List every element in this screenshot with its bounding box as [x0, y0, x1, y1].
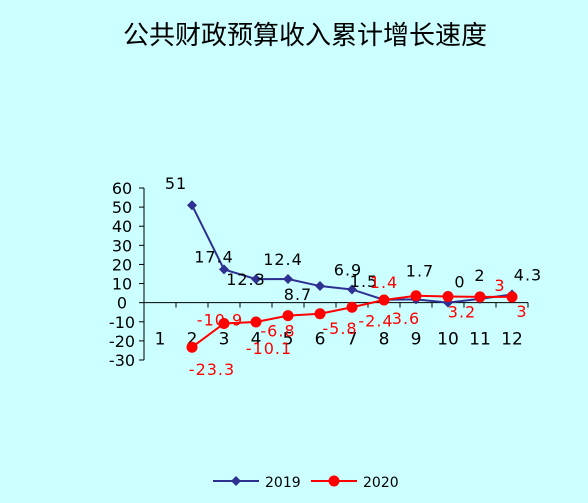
data-point-2020: [346, 301, 358, 313]
y-tick-label: -30: [109, 351, 135, 370]
data-point-2019: [251, 274, 261, 285]
data-label-2020: -23.3: [189, 360, 235, 379]
data-label-2020: -5.8: [322, 319, 357, 338]
data-point-2019: [347, 284, 357, 295]
data-point-2020: [186, 341, 198, 353]
data-label-2020: -2.4: [358, 311, 393, 330]
data-point-2019: [219, 264, 229, 275]
x-tick-label: 2: [187, 330, 198, 350]
legend-marker-2019: [231, 476, 241, 486]
x-tick-label: 7: [347, 330, 358, 350]
data-label-2019: 1.5: [350, 272, 378, 291]
data-label-2020: -6.8: [260, 322, 295, 341]
data-label-2020: -10.1: [246, 339, 292, 358]
y-tick-label: -20: [109, 332, 135, 351]
data-point-2020: [410, 290, 422, 302]
data-point-2020: [218, 317, 230, 329]
y-tick-label: 30: [112, 236, 132, 255]
y-tick-label: 50: [112, 198, 132, 217]
legend: 2019 2020: [213, 475, 399, 491]
x-tick-label: 1: [155, 330, 166, 350]
data-label-2019: 0: [454, 273, 465, 292]
data-label-2019: 12.4: [263, 250, 303, 269]
data-point-2020: [378, 294, 390, 306]
series-layer: [186, 200, 518, 353]
data-label-2019: 2: [474, 266, 485, 285]
data-point-2020: [474, 291, 486, 303]
data-label-2020: -10.9: [197, 310, 243, 329]
y-tick-label: 60: [112, 179, 132, 198]
data-label-2020: 3: [516, 302, 527, 321]
y-tick-label: 10: [112, 275, 132, 294]
x-tick-label: 4: [251, 330, 262, 350]
y-tick-label: -10: [109, 313, 135, 332]
legend-label-2020: 2020: [363, 475, 399, 491]
x-tick-label: 6: [315, 330, 326, 350]
data-point-2019: [315, 281, 325, 292]
x-tick-label: 12: [501, 330, 523, 350]
data-point-2019: [187, 200, 197, 211]
data-point-2019: [283, 273, 293, 284]
y-tick-label: 0: [117, 294, 127, 313]
y-tick-label: 40: [112, 217, 132, 236]
data-label-2019: 12.3: [226, 270, 266, 289]
data-label-2020: 3: [494, 276, 505, 295]
data-label-2019: 17.4: [194, 247, 234, 266]
x-tick-label: 8: [379, 330, 390, 350]
chart-title: 公共财政预算收入累计增长速度: [123, 21, 487, 51]
x-tick-label: 9: [411, 330, 422, 350]
legend-label-2019: 2019: [265, 475, 301, 491]
data-label-2019: 1.7: [406, 261, 434, 280]
data-point-2020: [442, 291, 454, 303]
data-point-2020: [506, 291, 518, 303]
data-label-2019: 6.9: [334, 260, 362, 279]
legend-marker-2020: [328, 475, 340, 487]
data-point-2020: [314, 308, 326, 320]
x-tick-label: 5: [283, 330, 294, 350]
x-tick-label: 3: [219, 330, 230, 350]
data-label-2020: 3.6: [392, 309, 420, 328]
data-label-2019: 8.7: [284, 285, 312, 304]
x-tick-label: 10: [437, 330, 459, 350]
y-tick-label: 20: [112, 255, 132, 274]
data-point-2020: [282, 310, 294, 322]
x-tick-label: 11: [469, 330, 491, 350]
data-label-2020: 3.2: [448, 303, 476, 322]
data-label-2020: 1.4: [370, 273, 398, 292]
data-label-2019: 51: [165, 174, 187, 193]
data-point-2020: [250, 316, 262, 328]
data-label-2019: 4.3: [514, 265, 542, 284]
